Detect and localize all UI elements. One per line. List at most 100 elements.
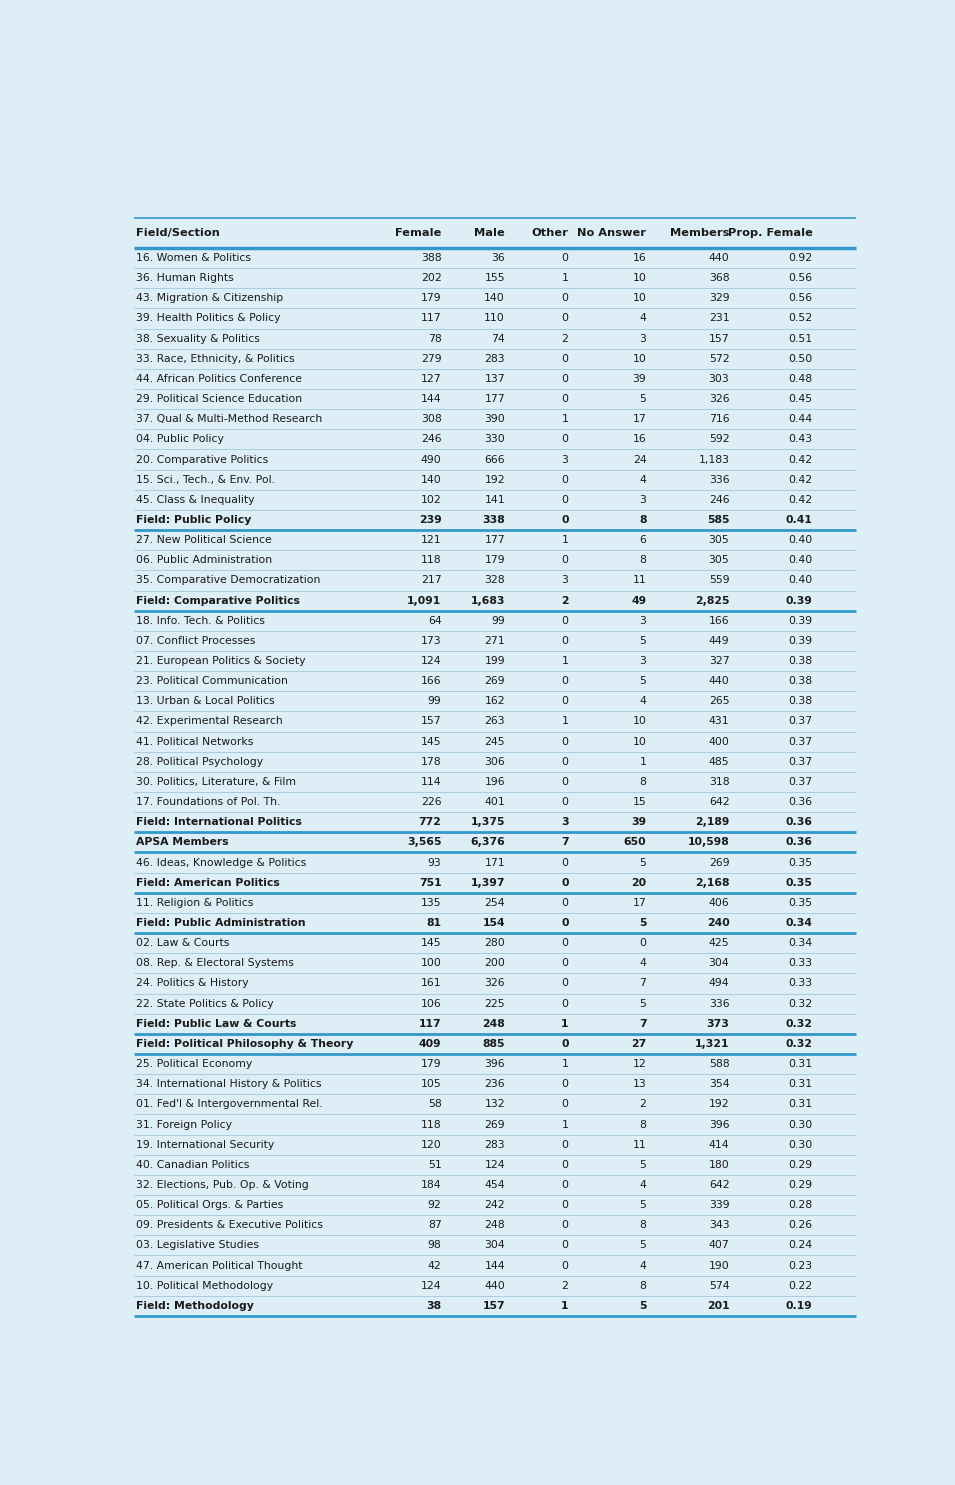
Text: 35. Comparative Democratization: 35. Comparative Democratization [136,575,320,585]
Text: 588: 588 [709,1059,730,1069]
Text: 5: 5 [639,1301,647,1311]
Text: 192: 192 [484,475,505,484]
Text: 13: 13 [633,1080,647,1089]
Text: 18. Info. Tech. & Politics: 18. Info. Tech. & Politics [136,616,265,625]
Text: 1: 1 [561,1019,568,1029]
Text: 17. Foundations of Pol. Th.: 17. Foundations of Pol. Th. [136,797,280,806]
Text: 12: 12 [633,1059,647,1069]
Text: 173: 173 [421,636,441,646]
Text: 0: 0 [562,857,568,867]
Text: 99: 99 [491,616,505,625]
Text: 2: 2 [562,1280,568,1290]
Text: 145: 145 [421,737,441,747]
Text: 0.26: 0.26 [788,1221,813,1230]
Text: 0: 0 [562,1080,568,1089]
Text: 0: 0 [562,495,568,505]
Text: 161: 161 [421,979,441,989]
Text: 7: 7 [639,1019,647,1029]
Text: 22. State Politics & Policy: 22. State Politics & Policy [136,998,273,1008]
Text: 32. Elections, Pub. Op. & Voting: 32. Elections, Pub. Op. & Voting [136,1181,308,1189]
Text: 38: 38 [426,1301,441,1311]
Text: 121: 121 [421,535,441,545]
Text: 1: 1 [562,1059,568,1069]
Text: 38. Sexuality & Politics: 38. Sexuality & Politics [136,334,260,343]
Text: 0: 0 [562,1240,568,1250]
Text: 100: 100 [420,958,441,968]
Text: 494: 494 [709,979,730,989]
Text: 231: 231 [709,313,730,324]
Text: 06. Public Administration: 06. Public Administration [136,555,272,566]
Text: 157: 157 [421,716,441,726]
Text: 0: 0 [562,1221,568,1230]
Text: 199: 199 [484,656,505,667]
Text: 354: 354 [709,1080,730,1089]
Text: 118: 118 [421,1120,441,1130]
Text: 4: 4 [640,958,647,968]
Text: 33. Race, Ethnicity, & Politics: 33. Race, Ethnicity, & Politics [136,353,294,364]
Text: 642: 642 [709,797,730,806]
Text: 414: 414 [709,1139,730,1149]
Text: 202: 202 [421,273,441,284]
Text: 141: 141 [484,495,505,505]
Text: 0.48: 0.48 [788,374,813,385]
Text: 171: 171 [484,857,505,867]
Text: 336: 336 [709,475,730,484]
Text: Male: Male [475,229,505,238]
Text: 388: 388 [421,252,441,263]
Text: 10,598: 10,598 [688,838,730,848]
Text: 17: 17 [633,898,647,907]
Text: 49: 49 [631,595,647,606]
Text: 368: 368 [709,273,730,284]
Text: 772: 772 [418,817,441,827]
Text: 46. Ideas, Knowledge & Politics: 46. Ideas, Knowledge & Politics [136,857,306,867]
Text: 440: 440 [709,676,730,686]
Text: 328: 328 [484,575,505,585]
Text: 454: 454 [484,1181,505,1189]
Text: Field: Political Philosophy & Theory: Field: Political Philosophy & Theory [136,1040,353,1048]
Text: 28. Political Psychology: 28. Political Psychology [136,757,263,766]
Text: 0: 0 [562,979,568,989]
Text: 1,183: 1,183 [698,454,730,465]
Text: 1: 1 [562,273,568,284]
Text: 36. Human Rights: 36. Human Rights [136,273,233,284]
Text: 0.36: 0.36 [785,838,813,848]
Text: 42. Experimental Research: 42. Experimental Research [136,716,283,726]
Text: 306: 306 [484,757,505,766]
Text: 92: 92 [428,1200,441,1210]
Text: 396: 396 [709,1120,730,1130]
Text: 0.42: 0.42 [788,454,813,465]
Text: 15. Sci., Tech., & Env. Pol.: 15. Sci., Tech., & Env. Pol. [136,475,275,484]
Text: 0.51: 0.51 [788,334,813,343]
Text: 0: 0 [562,898,568,907]
Text: Field: Methodology: Field: Methodology [136,1301,253,1311]
Text: 0.32: 0.32 [788,998,813,1008]
Text: 666: 666 [484,454,505,465]
Text: 1,683: 1,683 [471,595,505,606]
Text: 0: 0 [562,636,568,646]
Text: 0.92: 0.92 [788,252,813,263]
Text: 140: 140 [421,475,441,484]
Text: 0: 0 [562,616,568,625]
Text: 1: 1 [562,716,568,726]
Text: 390: 390 [484,414,505,425]
Text: 162: 162 [484,696,505,707]
Text: 117: 117 [419,1019,441,1029]
Text: 41. Political Networks: 41. Political Networks [136,737,253,747]
Text: 0: 0 [562,958,568,968]
Text: 98: 98 [428,1240,441,1250]
Text: 0.35: 0.35 [788,898,813,907]
Text: 179: 179 [421,294,441,303]
Text: 1: 1 [562,1120,568,1130]
Text: 0: 0 [562,435,568,444]
Text: 0.33: 0.33 [788,979,813,989]
Text: 0.37: 0.37 [788,716,813,726]
Text: 25. Political Economy: 25. Political Economy [136,1059,252,1069]
Text: 43. Migration & Citizenship: 43. Migration & Citizenship [136,294,283,303]
Text: 642: 642 [709,1181,730,1189]
Text: 0.39: 0.39 [788,616,813,625]
Text: 485: 485 [709,757,730,766]
Text: 0.31: 0.31 [788,1099,813,1109]
Text: 0.23: 0.23 [788,1261,813,1271]
Text: 304: 304 [709,958,730,968]
Text: 42: 42 [428,1261,441,1271]
